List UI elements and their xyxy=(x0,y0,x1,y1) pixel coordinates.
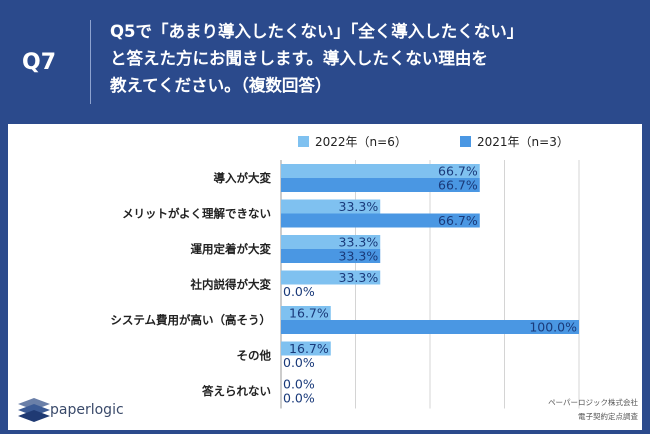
question-line: Q5で「あまり導入したくない」「全く導入したくない」 xyxy=(110,22,524,41)
data-label: 33.3% xyxy=(339,270,379,285)
legend-label: 2021年（n=3） xyxy=(477,135,569,149)
credit-survey: 電子契約定点調査 xyxy=(578,412,638,421)
data-label: 0.0% xyxy=(283,391,315,406)
category-label: その他 xyxy=(237,349,272,363)
data-label: 66.7% xyxy=(438,164,478,179)
bar xyxy=(281,249,381,263)
legend-swatch xyxy=(298,136,309,147)
category-label: 社内説得が大変 xyxy=(190,278,272,292)
bar xyxy=(281,306,331,320)
data-label: 16.7% xyxy=(289,306,329,321)
bar xyxy=(281,320,579,334)
bar xyxy=(281,178,480,192)
bar xyxy=(281,341,331,356)
question-text: Q5で「あまり導入したくない」「全く導入したくない」 と答えた方にお聞きします。… xyxy=(110,18,640,99)
credit-company: ペーパーロジック株式会社 xyxy=(548,398,638,407)
category-label: システム費用が高い（高そう） xyxy=(110,313,271,327)
bar xyxy=(281,270,381,285)
bar xyxy=(281,199,381,214)
category-label: 答えられない xyxy=(201,384,271,398)
data-label: 0.0% xyxy=(283,284,315,299)
question-line: 教えてください。（複数回答） xyxy=(110,76,332,95)
bar xyxy=(281,164,480,178)
bar xyxy=(281,235,381,249)
data-label: 0.0% xyxy=(283,355,315,370)
category-label: 運用定着が大変 xyxy=(191,242,272,256)
header: Q7 Q5で「あまり導入したくない」「全く導入したくない」 と答えた方にお聞きし… xyxy=(0,0,650,124)
data-label: 33.3% xyxy=(339,199,379,214)
bar xyxy=(281,213,480,228)
category-label: 導入が大変 xyxy=(214,171,272,185)
data-label: 66.7% xyxy=(438,178,478,193)
question-number: Q7 xyxy=(22,50,57,75)
legend-swatch xyxy=(460,136,471,147)
legend-label: 2022年（n=6） xyxy=(315,135,407,149)
data-label: 100.0% xyxy=(529,320,577,335)
paperlogic-logo-icon xyxy=(18,398,50,422)
header-divider xyxy=(90,20,91,104)
question-line: と答えた方にお聞きします。導入したくない理由を xyxy=(110,49,488,68)
logo-text: paperlogic xyxy=(50,402,124,418)
data-label: 16.7% xyxy=(289,341,329,356)
category-label: メリットがよく理解できない xyxy=(122,207,271,221)
data-label: 66.7% xyxy=(438,213,478,228)
data-label: 0.0% xyxy=(283,377,315,392)
data-label: 33.3% xyxy=(339,249,379,264)
data-label: 33.3% xyxy=(339,235,379,250)
